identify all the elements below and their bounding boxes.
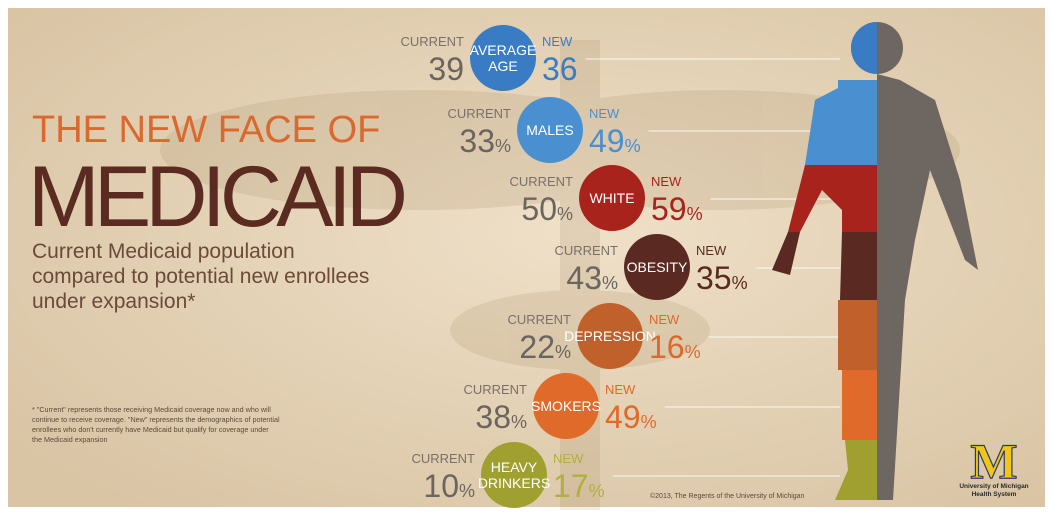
subtitle-line: compared to potential new enrollees	[32, 265, 369, 288]
row-label: WHITE	[589, 190, 634, 206]
new-unit: %	[687, 204, 703, 224]
new-number: 59	[651, 191, 687, 227]
row-label: DRINKERS	[478, 475, 550, 491]
new-value: 49%	[589, 123, 641, 159]
current-number: 33	[459, 123, 495, 159]
row-label: DEPRESSION	[564, 328, 656, 344]
current-value: 43%	[566, 260, 618, 296]
current-unit: %	[511, 412, 527, 432]
new-label: NEW	[542, 34, 573, 49]
row-label: AGE	[488, 58, 518, 74]
body-figure	[772, 22, 978, 500]
current-number: 38	[475, 399, 511, 435]
new-unit: %	[685, 342, 701, 362]
current-unit: %	[557, 204, 573, 224]
new-value: 59%	[651, 191, 703, 227]
footnote-line: enrollees who don't currently have Medic…	[32, 425, 269, 434]
copyright: ©2013, The Regents of the University of …	[650, 492, 805, 500]
row-circle	[624, 234, 690, 300]
current-value: 33%	[459, 123, 511, 159]
row-label: HEAVY	[491, 459, 538, 475]
logo-line: Health System	[972, 491, 1017, 498]
current-value: 10%	[423, 468, 475, 504]
logo-letter: M	[970, 433, 1017, 489]
new-value: 16%	[649, 329, 701, 365]
row-circle	[579, 165, 645, 231]
new-unit: %	[641, 412, 657, 432]
new-label: NEW	[553, 451, 584, 466]
current-number: 10	[423, 468, 459, 504]
row-circle	[481, 442, 547, 508]
new-value: 17%	[553, 468, 605, 504]
new-number: 16	[649, 329, 685, 365]
footnote: * "Current" represents those receiving M…	[32, 405, 280, 444]
new-unit: %	[589, 481, 605, 501]
current-label: CURRENT	[400, 34, 464, 49]
guide-lines	[585, 58, 840, 477]
current-value: 38%	[475, 399, 527, 435]
current-unit: %	[602, 273, 618, 293]
current-label: CURRENT	[507, 312, 571, 327]
subtitle-line: Current Medicaid population	[32, 240, 295, 263]
row-circle	[533, 373, 599, 439]
new-value: 35%	[696, 260, 748, 296]
new-label: NEW	[649, 312, 680, 327]
row-label: MALES	[526, 122, 573, 138]
new-number: 17	[553, 468, 589, 504]
current-label: CURRENT	[463, 382, 527, 397]
subtitle-line: under expansion*	[32, 290, 195, 313]
current-value: 50%	[521, 191, 573, 227]
row: MALES CURRENT 33% NEW 49%	[447, 97, 641, 163]
current-label: CURRENT	[554, 243, 618, 258]
row-circle	[517, 97, 583, 163]
new-label: NEW	[696, 243, 727, 258]
row: OBESITY CURRENT 43% NEW 35%	[554, 234, 748, 300]
row-label: SMOKERS	[531, 398, 601, 414]
current-label: CURRENT	[509, 174, 573, 189]
logo-line: University of Michigan	[959, 483, 1028, 490]
new-value: 36	[542, 51, 578, 87]
kicker: THE NEW FACE OF	[32, 109, 380, 151]
new-unit: %	[625, 136, 641, 156]
title: MEDICAID	[28, 149, 408, 245]
new-label: NEW	[605, 382, 636, 397]
current-value: 22%	[519, 329, 571, 365]
new-number: 35	[696, 260, 732, 296]
row: WHITE CURRENT 50% NEW 59%	[509, 165, 703, 231]
current-unit: %	[459, 481, 475, 501]
current-number: 43	[566, 260, 602, 296]
row-circle	[470, 25, 536, 91]
row: SMOKERS CURRENT 38% NEW 49%	[463, 373, 657, 439]
new-number: 36	[542, 51, 578, 87]
row-label: OBESITY	[627, 259, 688, 275]
current-label: CURRENT	[447, 106, 511, 121]
new-number: 49	[589, 123, 625, 159]
row-circle	[577, 303, 643, 369]
new-unit: %	[732, 273, 748, 293]
new-label: NEW	[651, 174, 682, 189]
current-number: 39	[428, 51, 464, 87]
new-number: 49	[605, 399, 641, 435]
footnote-line: continue to receive coverage. "New" repr…	[32, 415, 280, 424]
footnote-line: the Medicaid expansion	[32, 435, 108, 444]
current-number: 22	[519, 329, 555, 365]
current-value: 39	[428, 51, 464, 87]
new-label: NEW	[589, 106, 620, 121]
footnote-line: * "Current" represents those receiving M…	[32, 405, 271, 414]
current-unit: %	[495, 136, 511, 156]
current-number: 50	[521, 191, 557, 227]
new-value: 49%	[605, 399, 657, 435]
current-unit: %	[555, 342, 571, 362]
current-label: CURRENT	[411, 451, 475, 466]
row-label: AVERAGE	[470, 42, 537, 58]
